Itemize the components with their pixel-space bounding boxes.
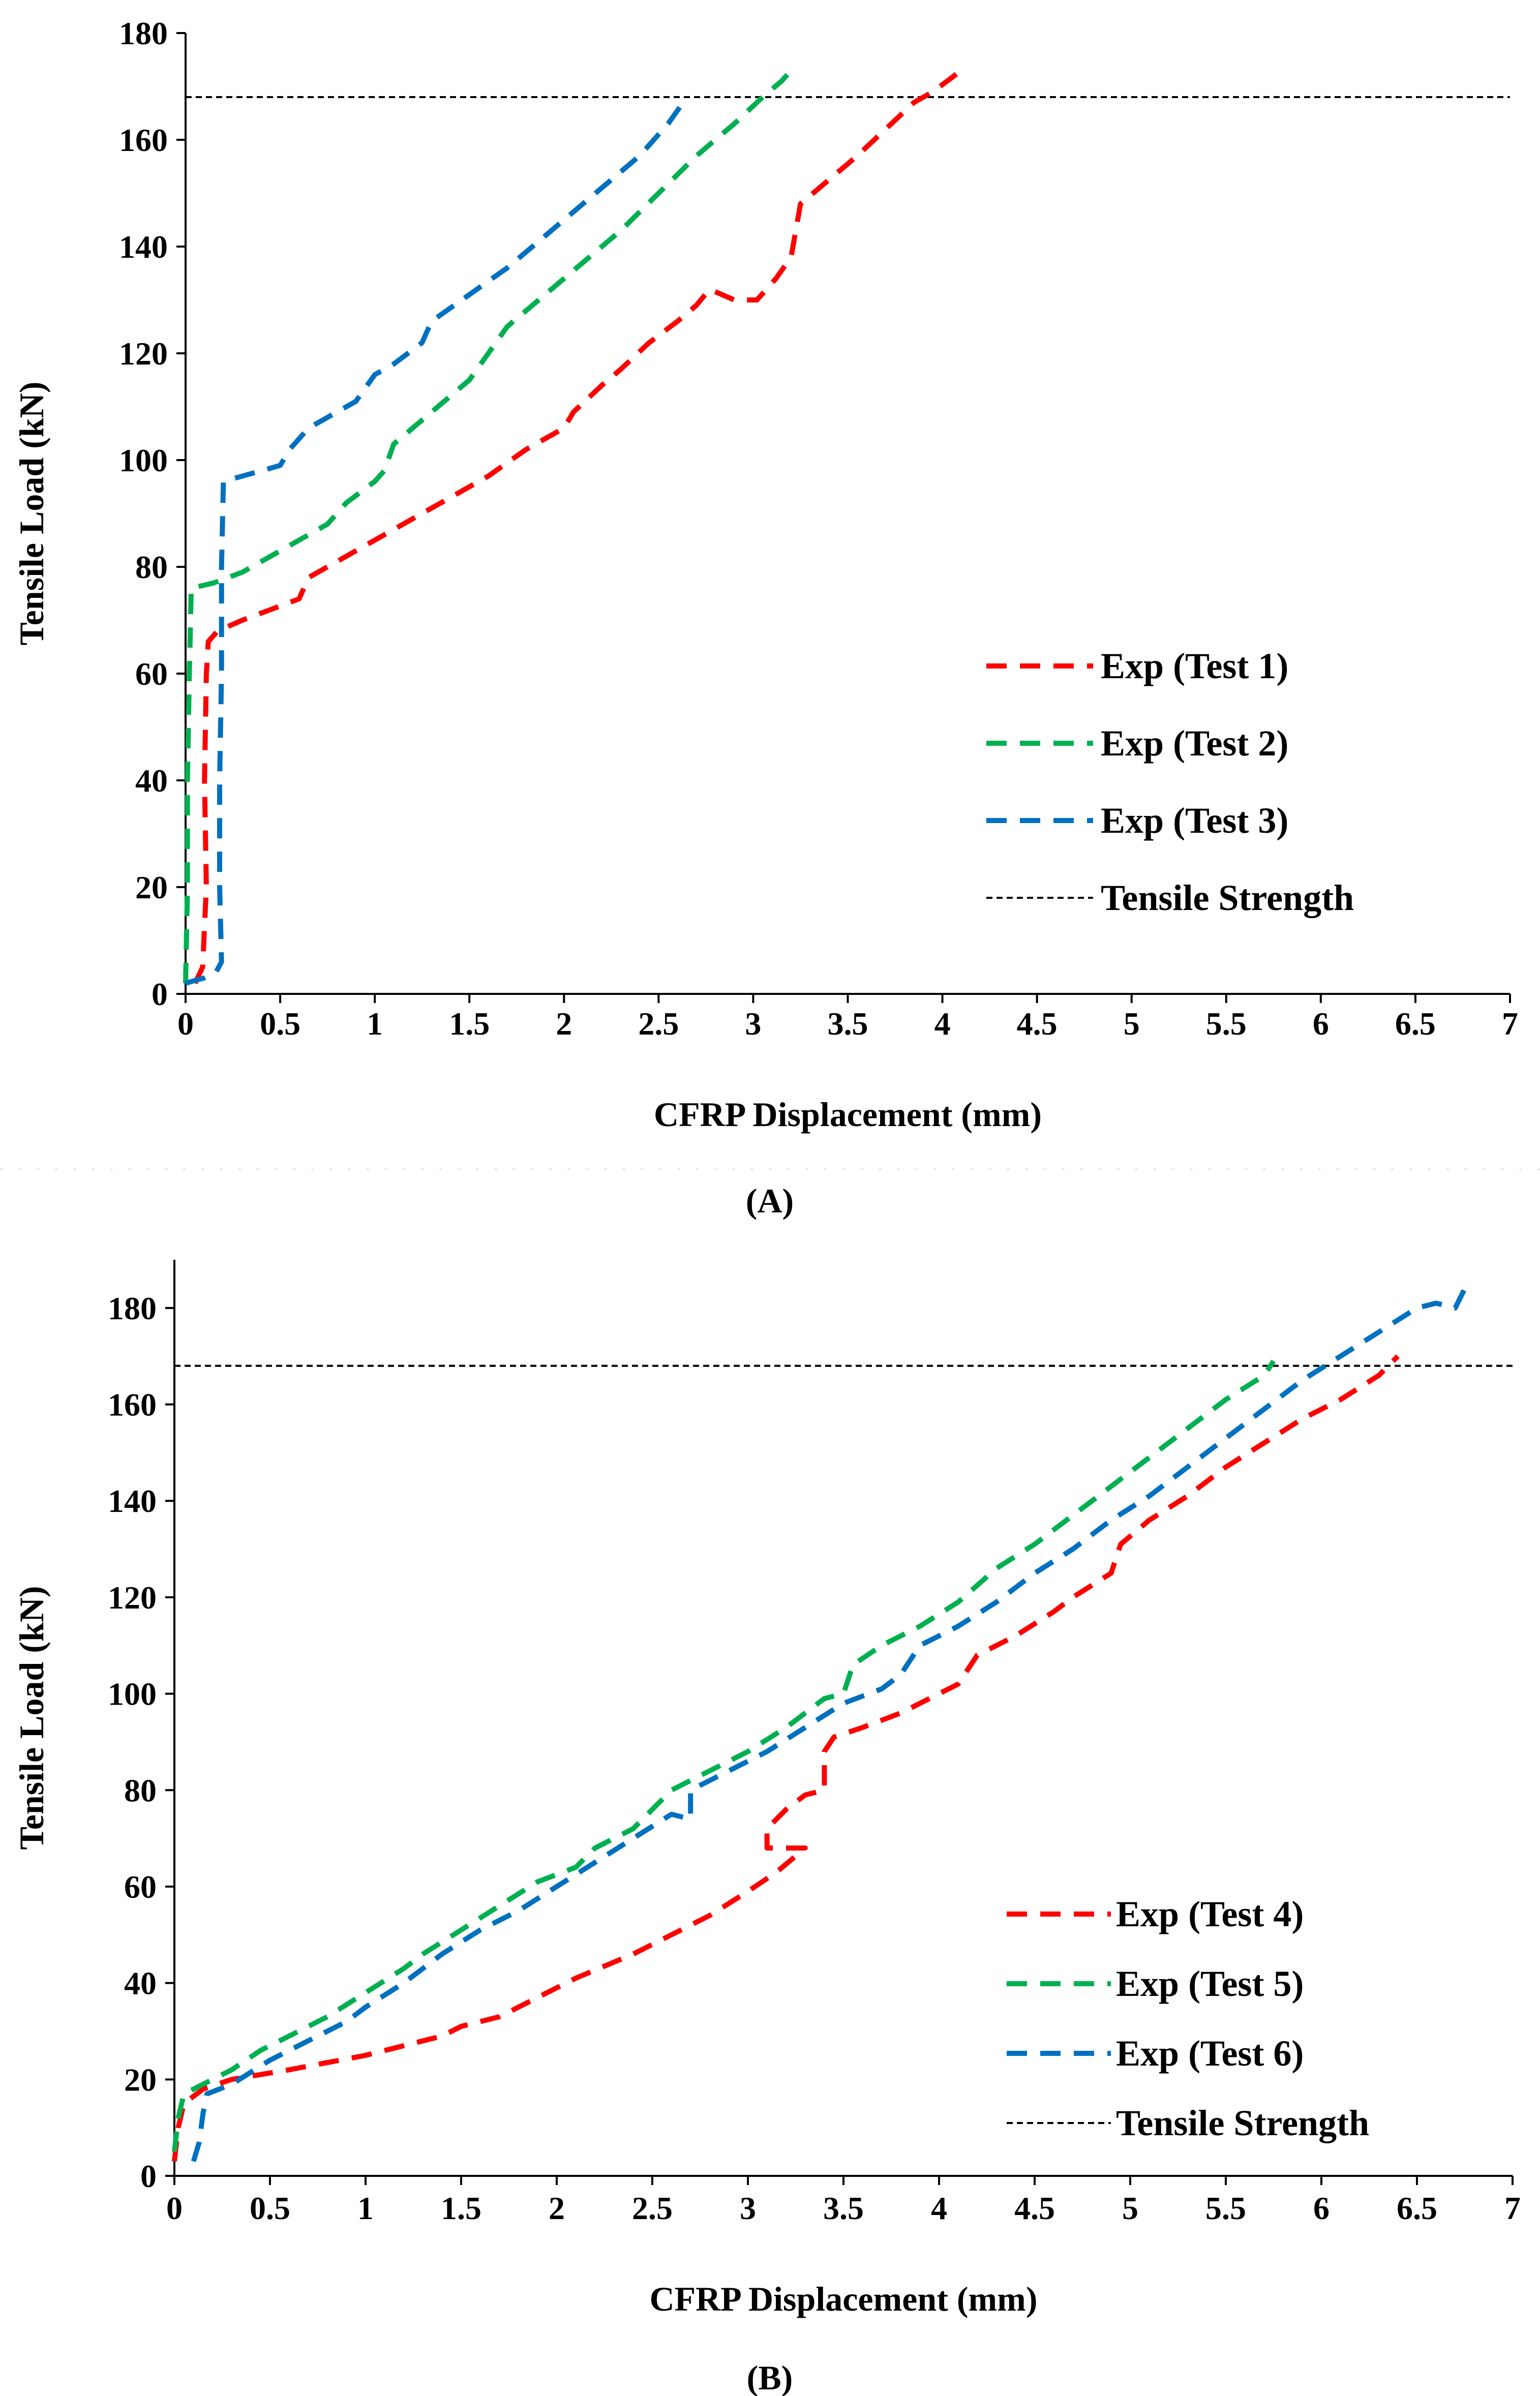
- x-tick-label: 2.5: [632, 2190, 673, 2226]
- series-line-b-3: [191, 1287, 1467, 2162]
- y-tick-label: 180: [108, 1290, 157, 1326]
- x-tick-label: 1: [367, 1006, 383, 1042]
- x-tick-label: 0: [166, 2190, 183, 2226]
- y-tick-label: 0: [140, 2158, 157, 2194]
- legend-label: Exp (Test 1): [1101, 646, 1288, 686]
- legend-label: Exp (Test 4): [1116, 1894, 1304, 1934]
- panel-label-b: (B): [747, 2358, 793, 2396]
- x-tick-label: 3: [740, 2190, 756, 2226]
- y-tick-label: 80: [124, 1772, 157, 1808]
- y-tick-label: 40: [135, 763, 168, 799]
- y-tick-label: 20: [124, 2061, 157, 2098]
- y-tick-label: 40: [124, 1965, 157, 2001]
- x-axis-title: CFRP Displacement (mm): [650, 2280, 1038, 2318]
- x-tick-label: 3.5: [823, 2190, 864, 2226]
- x-tick-label: 6: [1313, 1006, 1329, 1042]
- legend-label: Exp (Test 6): [1116, 2033, 1304, 2074]
- x-tick-label: 1: [357, 2190, 374, 2226]
- y-tick-label: 100: [119, 442, 168, 478]
- x-tick-label: 5.5: [1206, 1006, 1247, 1042]
- x-tick-label: 2: [556, 1006, 572, 1042]
- y-axis-title: Tensile Load (kN): [12, 1586, 51, 1850]
- y-tick-label: 60: [124, 1869, 157, 1905]
- x-tick-label: 2: [549, 2190, 565, 2226]
- x-tick-label: 7: [1502, 1006, 1518, 1042]
- series-line-a-3: [185, 96, 689, 986]
- x-tick-label: 4: [931, 2190, 947, 2226]
- x-tick-label: 5: [1122, 2190, 1138, 2226]
- series-line-b-1: [172, 1354, 1400, 2162]
- x-tick-label: 6.5: [1397, 2190, 1437, 2226]
- x-tick-label: 3.5: [828, 1006, 868, 1042]
- y-tick-label: 160: [108, 1387, 157, 1423]
- x-tick-label: 6: [1313, 2190, 1330, 2226]
- chart-b: (B) 0 20 40 60 80 100 120 140 160 180 0 0.5 1 1.5 2 2.5…: [12, 1260, 1521, 2396]
- legend-label: Tensile Strength: [1116, 2103, 1369, 2143]
- chart-a: (A) 0 20 40 60 80 100 120 140 160 180 0 0.5 1 1.5 2 2.5…: [12, 15, 1518, 1220]
- y-tick-label: 140: [119, 229, 168, 265]
- panel-label-a: (A): [746, 1181, 794, 1220]
- x-tick-label: 4: [934, 1006, 951, 1042]
- y-tick-label: 160: [119, 122, 168, 158]
- y-tick-label: 80: [135, 549, 168, 585]
- series-line-b-2: [172, 1359, 1276, 2152]
- x-tick-label: 0.5: [260, 1006, 300, 1042]
- y-tick-label: 20: [135, 869, 168, 905]
- y-tick-label: 120: [119, 336, 168, 372]
- y-tick-label: 120: [108, 1580, 157, 1616]
- x-axis-title: CFRP Displacement (mm): [654, 1095, 1042, 1134]
- x-tick-label: 0: [177, 1006, 194, 1042]
- x-tick-label: 5: [1124, 1006, 1140, 1042]
- x-tick-label: 4.5: [1017, 1006, 1058, 1042]
- x-tick-label: 7: [1504, 2190, 1521, 2226]
- y-axis-title: Tensile Load (kN): [12, 382, 51, 646]
- legend-label: Exp (Test 5): [1116, 1963, 1304, 2004]
- legend: Exp (Test 4) Exp (Test 5) Exp (Test 6) Tens…: [1007, 1894, 1369, 2143]
- x-tick-label: 1.5: [441, 2190, 481, 2226]
- series-line-a-2: [183, 69, 793, 984]
- y-tick-label: 0: [152, 976, 168, 1012]
- x-tick-label: 5.5: [1205, 2190, 1246, 2226]
- legend: Exp (Test 1) Exp (Test 2) Exp (Test 3) Tens…: [986, 646, 1354, 918]
- x-tick-label: 1.5: [449, 1006, 490, 1042]
- series-line-a-1: [193, 68, 963, 985]
- y-tick-label: 100: [108, 1676, 157, 1712]
- legend-label: Exp (Test 2): [1101, 723, 1288, 764]
- x-tick-label: 4.5: [1014, 2190, 1055, 2226]
- x-tick-label: 3: [745, 1006, 761, 1042]
- legend-label: Exp (Test 3): [1101, 800, 1288, 841]
- y-tick-label: 60: [135, 656, 168, 692]
- x-tick-label: 6.5: [1395, 1006, 1436, 1042]
- x-tick-label: 0.5: [250, 2190, 290, 2226]
- x-tick-label: 2.5: [638, 1006, 679, 1042]
- y-tick-label: 180: [119, 15, 168, 51]
- y-tick-label: 140: [108, 1483, 157, 1519]
- legend-label: Tensile Strength: [1101, 877, 1354, 918]
